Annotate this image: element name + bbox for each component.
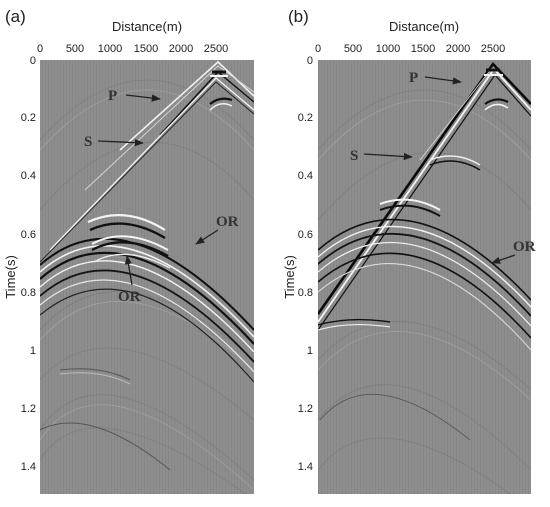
panel-a-y-ticks: 0 0.2 0.4 0.6 0.8 1 1.2 1.4 <box>21 55 36 473</box>
x-tick: 0 <box>37 43 43 55</box>
panel-a-xlabel: Distance(m) <box>112 19 182 34</box>
panel-b-annotations: P S OR <box>350 70 536 264</box>
y-tick: 1.4 <box>21 461 36 473</box>
y-tick: 1.4 <box>298 461 313 473</box>
annotation-s: S <box>350 148 358 164</box>
annotation-or: OR <box>513 239 536 255</box>
panel-b-ylabel: Time(s) <box>282 255 297 299</box>
y-tick: 1.2 <box>298 403 313 415</box>
panel-a-seismic-section <box>40 60 254 494</box>
panel-a-x-ticks: 0 500 1000 1500 2000 2500 <box>37 43 228 55</box>
y-tick: 0.6 <box>21 229 36 241</box>
annotation-p: P <box>108 88 117 104</box>
y-tick: 1.2 <box>21 403 36 415</box>
panel-a: (a) Distance(m) Time(s) 0 500 1000 1500 … <box>3 7 254 494</box>
annotation-arrow <box>195 229 219 245</box>
x-tick: 500 <box>344 43 362 55</box>
x-tick: 2000 <box>169 43 193 55</box>
annotation-s: S <box>84 134 92 150</box>
x-tick: 500 <box>66 43 84 55</box>
y-tick: 0.2 <box>298 112 313 124</box>
y-tick: 1 <box>307 345 313 357</box>
x-tick: 2000 <box>446 43 470 55</box>
panel-a-label: (a) <box>5 7 26 26</box>
x-tick: 1000 <box>376 43 400 55</box>
y-tick: 0 <box>307 55 313 67</box>
annotation-arrow <box>491 254 516 264</box>
annotation-arrow <box>97 138 144 147</box>
x-tick: 1500 <box>134 43 158 55</box>
annotation-arrow <box>124 255 133 286</box>
annotation-p: P <box>409 70 418 86</box>
x-tick: 1000 <box>98 43 122 55</box>
x-tick: 0 <box>315 43 321 55</box>
y-tick: 0.4 <box>21 170 36 182</box>
annotation-arrow <box>125 94 161 102</box>
annotation-or: OR <box>118 289 141 305</box>
y-tick: 0 <box>30 55 36 67</box>
y-tick: 0.8 <box>298 287 313 299</box>
panel-b-x-ticks: 0 500 1000 1500 2000 2500 <box>315 43 505 55</box>
panel-b-xlabel: Distance(m) <box>389 19 459 34</box>
x-tick: 2500 <box>481 43 505 55</box>
y-tick: 0.4 <box>298 170 313 182</box>
y-tick: 0.2 <box>21 112 36 124</box>
panel-b-seismic-section <box>318 60 531 494</box>
panel-b: (b) Distance(m) Time(s) 0 500 1000 1500 … <box>282 7 536 494</box>
x-tick: 2500 <box>204 43 228 55</box>
panel-b-label: (b) <box>288 7 309 26</box>
y-tick: 0.6 <box>298 229 313 241</box>
annotation-or: OR <box>216 214 239 230</box>
annotation-arrow <box>363 152 413 161</box>
annotation-arrow <box>424 76 462 85</box>
panel-a-ylabel: Time(s) <box>3 255 18 299</box>
x-tick: 1500 <box>411 43 435 55</box>
panel-b-y-ticks: 0 0.2 0.4 0.6 0.8 1 1.2 1.4 <box>298 55 313 473</box>
y-tick: 0.8 <box>21 287 36 299</box>
panel-a-annotations: P S OR OR <box>84 88 239 305</box>
y-tick: 1 <box>30 345 36 357</box>
